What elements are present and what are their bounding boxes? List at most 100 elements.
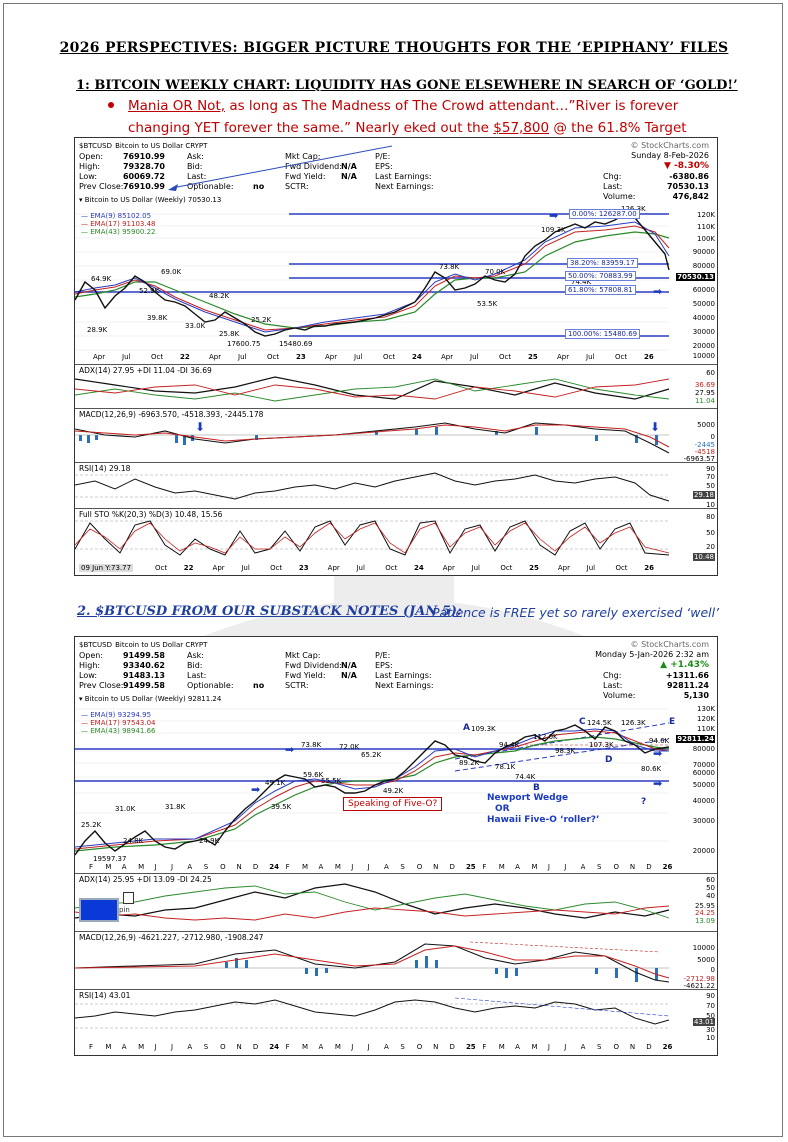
- x-tick-label: Apr: [442, 564, 455, 572]
- ema43-legend: — EMA(43) 95900.22: [81, 228, 156, 236]
- color-swatch-button[interactable]: [79, 898, 119, 922]
- x-tick-label: 25: [465, 863, 476, 871]
- percent-change: ▼ -8.30%: [663, 161, 709, 171]
- x-tick-label: Apr: [557, 564, 570, 572]
- x-tick-label: Oct: [155, 564, 168, 572]
- x-tick-label: A: [187, 1043, 193, 1051]
- price-annotation: 94.6K: [649, 737, 670, 745]
- x-tick-label: O: [416, 863, 423, 871]
- x-tick-label: A: [318, 1043, 324, 1051]
- open-value: 91499.58: [122, 651, 165, 660]
- wave-label-b: B: [533, 783, 540, 793]
- price-annotation: 78.1K: [495, 763, 516, 771]
- speaking-of-five-o-note: Speaking of Five-O?: [343, 797, 443, 811]
- x-tick-label: Jul: [356, 564, 365, 572]
- x-tick-label: A: [515, 863, 520, 871]
- x-tick-label: D: [646, 1043, 652, 1051]
- x-tick-label: F: [482, 1043, 487, 1051]
- price-annotation: 74.4K: [515, 773, 536, 781]
- x-tick-label: 22: [183, 564, 194, 572]
- x-tick-label: Apr: [93, 353, 106, 361]
- last-price-tag: 70530.13: [676, 273, 715, 281]
- arrow-right-icon: ➡: [285, 743, 295, 756]
- x-tick-label: M: [138, 1043, 145, 1051]
- x-tick-label: 24: [412, 353, 422, 361]
- x-tick-label: 22: [180, 353, 190, 361]
- arrow-right-icon: ➡: [653, 747, 663, 760]
- x-tick-label: A: [318, 863, 324, 871]
- price-annotation: 94.4K: [499, 741, 520, 749]
- arrow-down-icon: ⬇: [195, 420, 205, 434]
- date-readout: 09 Jun Y:73.77: [79, 564, 134, 572]
- price-annotation: 33.0K: [185, 322, 206, 330]
- x-tick-label: M: [138, 863, 145, 871]
- x-tick-label: S: [400, 1043, 405, 1051]
- price-annotation: 70.0K: [485, 268, 506, 276]
- x-tick-label: J: [154, 863, 157, 871]
- price-annotation: 69.0K: [161, 268, 182, 276]
- ema43-legend: — EMA(43) 98941.66: [81, 727, 156, 735]
- x-tick-label: M: [531, 863, 538, 871]
- arrow-down-icon: ⬇: [650, 420, 660, 434]
- question-mark: ?: [641, 797, 647, 807]
- x-tick-label: Apr: [441, 353, 454, 361]
- percent-change: ▲ +1.43%: [660, 660, 709, 670]
- x-tick-label: F: [89, 863, 94, 871]
- ema9-legend: — EMA(9) 93294.95: [81, 711, 152, 719]
- x-tick-label: S: [400, 863, 405, 871]
- x-tick-label: A: [187, 863, 193, 871]
- x-tick-label: 26: [662, 1043, 673, 1051]
- bullet-target: $57,800: [493, 120, 550, 136]
- x-tick-label: 26: [662, 863, 673, 871]
- chart-2-bottom-x-axis: F M A M J J A S O N D 24 F M A M J J A S O N D 25 F M A M J J A S O N D 26: [75, 1043, 675, 1053]
- fib-level-label: 100.00%: 15480.69: [565, 329, 641, 339]
- x-tick-label: O: [416, 1043, 423, 1051]
- x-tick-label: Oct: [270, 564, 283, 572]
- chart-2-x-axis: F M A M J J A S O N D 24 F M A M J J A S O N D 25 F M A M J J A S O N D 26: [75, 863, 675, 873]
- x-tick-label: F: [285, 1043, 290, 1051]
- section-1-heading: 1: BITCOIN WEEKLY CHART: LIQUIDITY HAS G…: [76, 78, 738, 93]
- rsi-value-tag: 29.18: [692, 491, 715, 499]
- x-tick-label: D: [449, 863, 455, 871]
- x-tick-label: A: [121, 863, 127, 871]
- rsi-panel: RSI(14) 43.01 90 70 50 30 10 43.01: [75, 989, 717, 1042]
- x-tick-label: Oct: [615, 564, 628, 572]
- x-tick-label: J: [547, 1043, 550, 1051]
- last-price-tag: 92811.24: [676, 735, 715, 743]
- x-tick-label: Jul: [471, 564, 480, 572]
- change-value: -6380.86: [669, 172, 709, 181]
- x-tick-label: 26: [644, 353, 654, 361]
- x-tick-label: D: [449, 1043, 455, 1051]
- price-annotation: 55.5K: [321, 777, 342, 785]
- x-tick-label: D: [252, 1043, 259, 1051]
- x-tick-label: 24: [269, 1043, 280, 1051]
- x-tick-label: N: [629, 1043, 636, 1051]
- price-annotation: 19597.37: [93, 855, 127, 863]
- sto-value-tag: 10.48: [692, 553, 715, 561]
- price-annotation: 39.5K: [271, 803, 292, 811]
- wave-label-d: D: [605, 755, 613, 765]
- bullet-marker: [108, 102, 114, 108]
- x-tick-label: Jul: [586, 353, 595, 361]
- price-annotation: 15480.69: [279, 340, 313, 348]
- price-annotation: 49.1K: [265, 779, 286, 787]
- x-tick-label: Oct: [615, 353, 628, 361]
- ema17-legend: — EMA(17) 91103.48: [81, 220, 156, 228]
- x-tick-label: Apr: [212, 564, 225, 572]
- price-annotation: 72.0K: [339, 743, 360, 751]
- chart-1-header: $BTCUSD Bitcoin to US Dollar CRYPT © Sto…: [79, 141, 709, 204]
- x-tick-label: M: [105, 1043, 112, 1051]
- x-tick-label: S: [203, 863, 209, 871]
- volume-value: 476,842: [672, 192, 709, 201]
- quote-date: Monday 5-Jan-2026 2:32 am: [595, 650, 709, 659]
- ema17-legend: — EMA(17) 97543.04: [81, 719, 156, 727]
- pin-checkbox[interactable]: [123, 892, 134, 904]
- x-tick-label: D: [646, 863, 652, 871]
- x-tick-label: J: [351, 1043, 354, 1051]
- x-tick-label: F: [285, 863, 290, 871]
- price-annotation: 53.5K: [477, 300, 498, 308]
- low-value: 91483.13: [122, 671, 165, 680]
- price-annotation: 49.2K: [383, 787, 404, 795]
- x-tick-label: M: [531, 1043, 538, 1051]
- chart-1-bottom-x-axis: Oct 22 Apr Jul Oct 23 Apr Jul Oct 24 Apr Jul Oct 25 Ap…: [75, 564, 675, 574]
